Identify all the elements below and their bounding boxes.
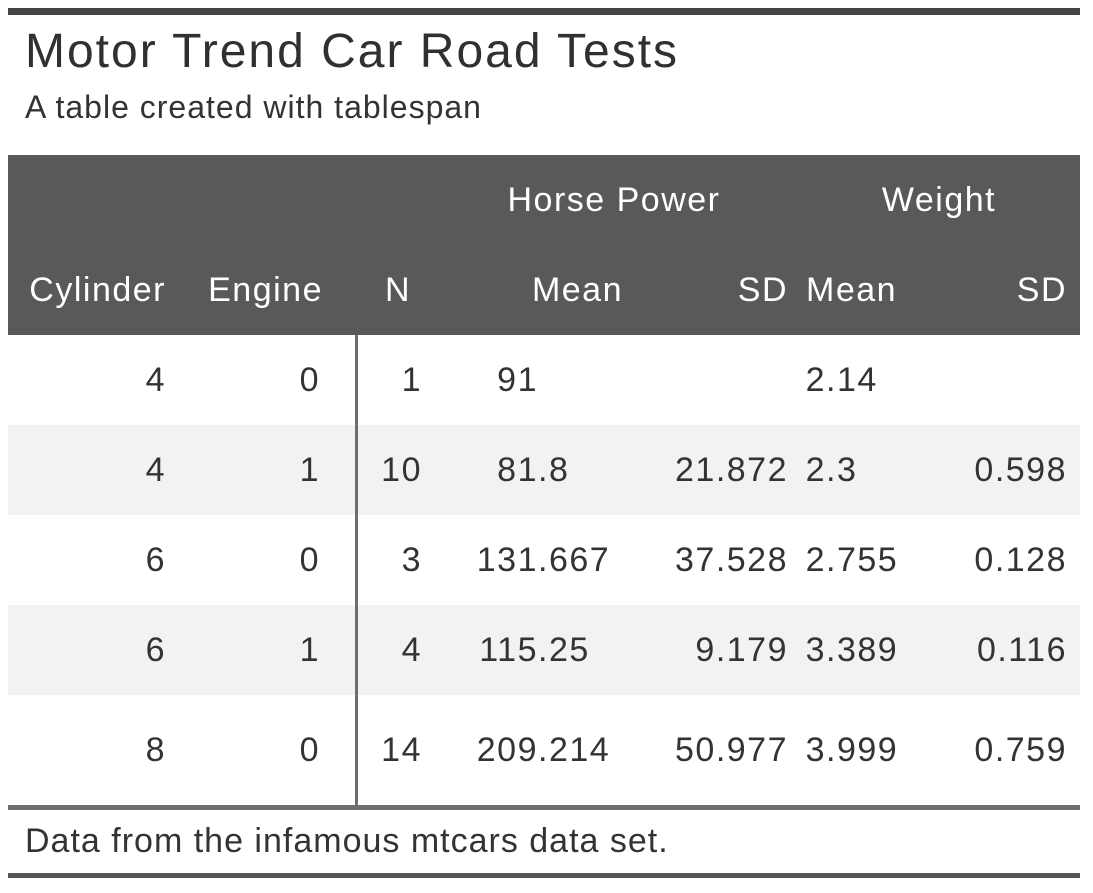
cell-hp-mean: 131.667: [476, 540, 611, 579]
mtcars-table: Motor Trend Car Road Tests A table creat…: [8, 8, 1080, 878]
column-header-n: N: [384, 270, 411, 309]
cell-cylinder: 6: [145, 630, 166, 669]
cell-wt-mean: 2.14: [805, 360, 878, 399]
column-header-hp-mean: Mean: [531, 270, 623, 309]
column-header-hp-sd: SD: [737, 270, 788, 309]
cell-engine: 1: [178, 425, 358, 515]
table-row: 4 1 10 81.8 21.872 2.3 0.598: [8, 425, 1080, 515]
cell-hp-mean: 91: [497, 360, 538, 399]
cell-hp-sd: 21.872: [675, 450, 788, 489]
cell-hp-mean: 209.214: [476, 730, 611, 769]
footer-border: [8, 805, 1080, 810]
cell-hp-sd: 37.528: [675, 540, 788, 579]
cell-n: 10: [381, 450, 422, 489]
cell-wt-sd: 0.598: [974, 450, 1067, 489]
cell-hp-mean: 115.25: [479, 630, 590, 669]
table-body: 4 0 1 91 2.14 4 1 10 81.8 21.872 2.3 0.5…: [8, 335, 1080, 805]
cell-wt-mean: 3.999: [805, 730, 899, 769]
cell-engine: 1: [178, 605, 358, 695]
cell-wt-sd: [898, 335, 1080, 425]
cell-n: 3: [401, 540, 422, 579]
column-header-engine: Engine: [208, 270, 323, 309]
cell-wt-sd: 0.759: [974, 730, 1067, 769]
column-header-row: Cylinder Engine N Mean SD Mean SD: [8, 245, 1080, 335]
table-row: 4 0 1 91 2.14: [8, 335, 1080, 425]
table-row: 6 0 3 131.667 37.528 2.755 0.128: [8, 515, 1080, 605]
cell-cylinder: 4: [145, 360, 166, 399]
cell-cylinder: 4: [145, 450, 166, 489]
cell-wt-mean: 3.389: [805, 630, 899, 669]
cell-wt-mean: 2.3: [805, 450, 858, 489]
column-header-wt-sd: SD: [1016, 270, 1067, 309]
table-header: Horse Power Weight Cylinder Engine N Mea…: [8, 155, 1080, 335]
source-note: Data from the infamous mtcars data set.: [25, 822, 669, 860]
cell-engine: 0: [178, 515, 358, 605]
column-header-cylinder: Cylinder: [29, 270, 166, 309]
bottom-border: [8, 873, 1080, 878]
source-note-row: Data from the infamous mtcars data set.: [8, 810, 1080, 873]
cell-n: 1: [401, 360, 422, 399]
cell-cylinder: 8: [145, 730, 166, 769]
table-row: 6 1 4 115.25 9.179 3.389 0.116: [8, 605, 1080, 695]
cell-hp-sd: 9.179: [695, 630, 788, 669]
spanner-weight: Weight: [881, 180, 997, 219]
spanner-empty: [8, 155, 430, 245]
table-title: Motor Trend Car Road Tests: [25, 25, 680, 78]
table-subtitle: A table created with tablespan: [25, 89, 482, 125]
spanner-row: Horse Power Weight: [8, 155, 1080, 245]
cell-engine: 0: [178, 695, 358, 805]
cell-hp-sd: 50.977: [675, 730, 788, 769]
cell-cylinder: 6: [145, 540, 166, 579]
table-row: 8 0 14 209.214 50.977 3.999 0.759: [8, 695, 1080, 805]
cell-hp-sd: [638, 335, 798, 425]
top-border: [8, 8, 1080, 15]
cell-engine: 0: [178, 335, 358, 425]
cell-wt-mean: 2.755: [805, 540, 899, 579]
cell-hp-mean: 81.8: [497, 450, 570, 489]
cell-wt-sd: 0.128: [974, 540, 1067, 579]
cell-n: 4: [401, 630, 422, 669]
spanner-horse-power: Horse Power: [507, 180, 721, 219]
cell-n: 14: [381, 730, 422, 769]
cell-wt-sd: 0.116: [976, 630, 1067, 669]
column-header-wt-mean: Mean: [806, 270, 898, 309]
